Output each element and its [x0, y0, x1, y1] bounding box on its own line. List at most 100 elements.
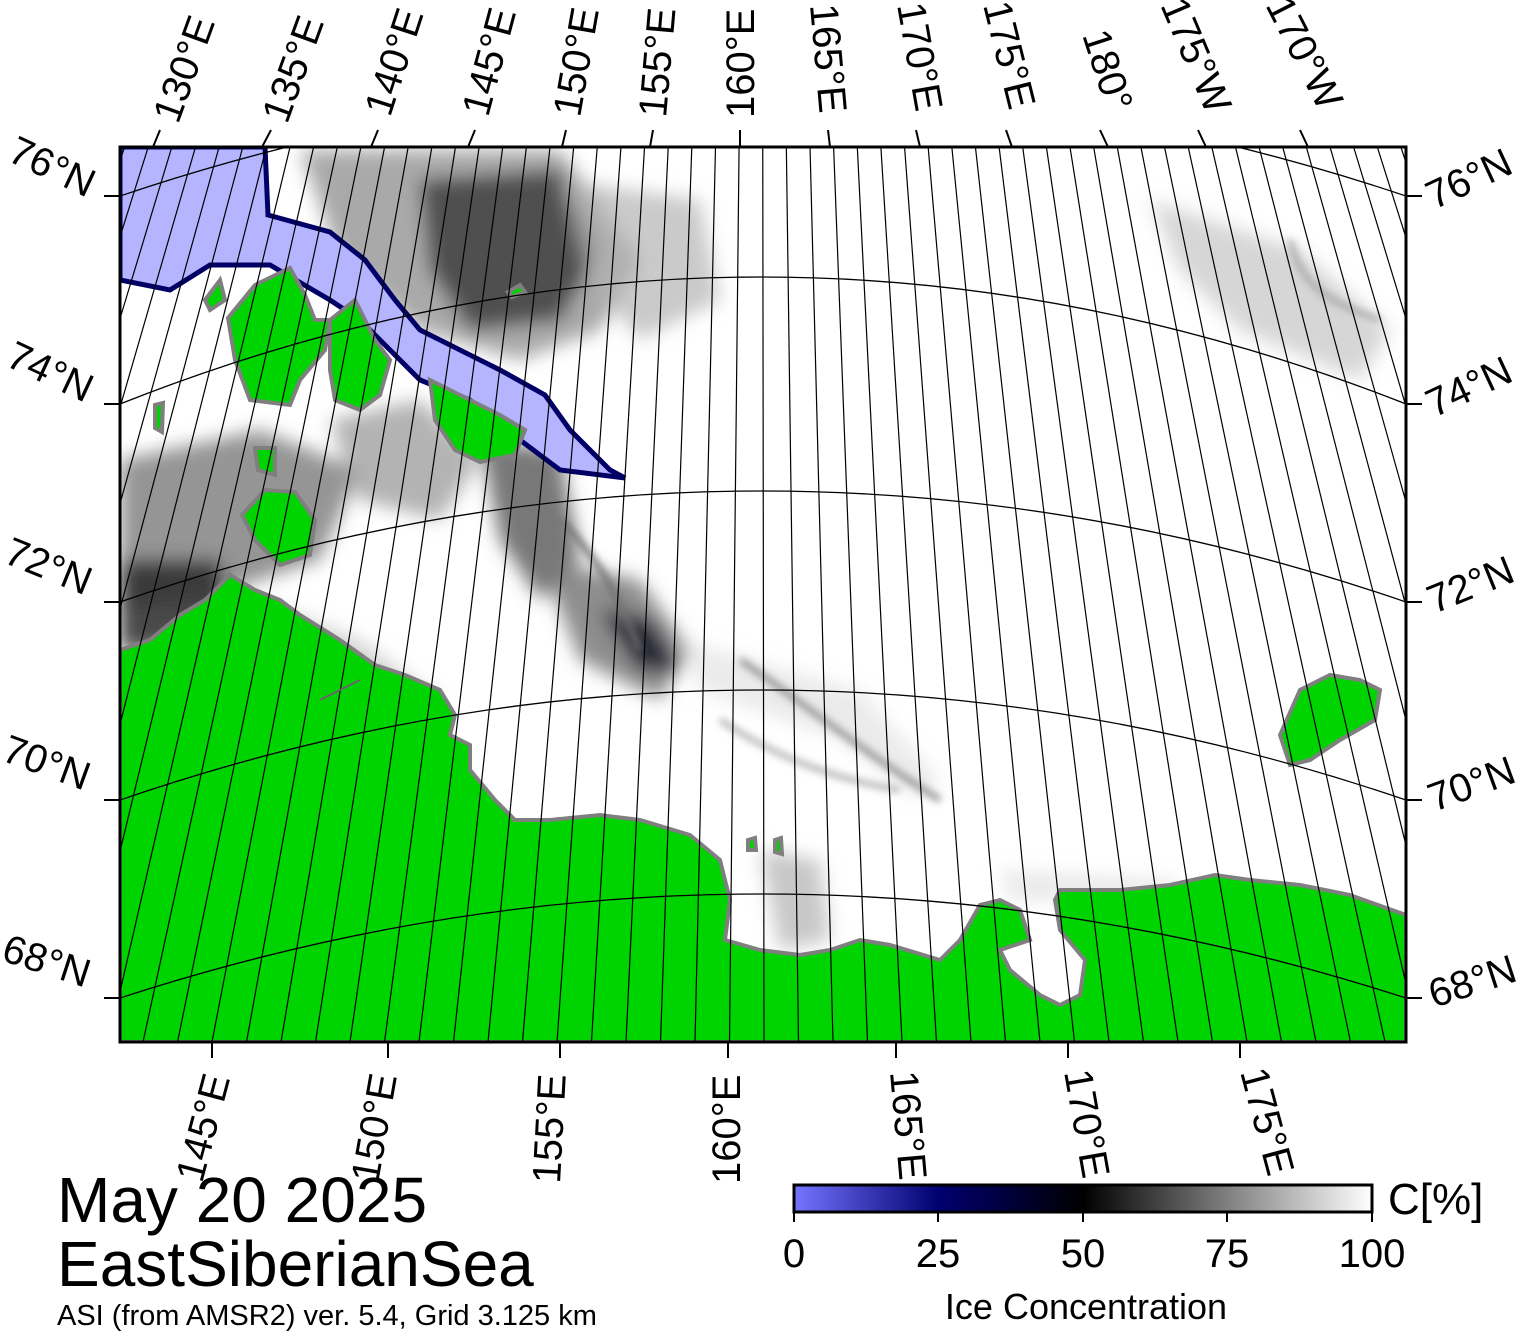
meridian-line	[349, 147, 480, 1042]
meridian-line	[1282, 147, 1406, 609]
top-lon-label: 175°W	[1152, 0, 1240, 120]
meridian-line	[1329, 147, 1406, 409]
meridian-line	[833, 147, 869, 1042]
meridian-line	[856, 147, 903, 1042]
colorbar-tick-label: 0	[782, 1232, 806, 1276]
meridian-line	[211, 147, 386, 1042]
meridian-line	[998, 147, 1110, 1042]
data-source: ASI (from AMSR2) ver. 5.4, Grid 3.125 km	[57, 1300, 597, 1332]
ice-streak-lines	[557, 239, 1381, 803]
colorbar-gradient	[792, 1183, 1374, 1214]
top-lon-label: 160°E	[719, 9, 763, 118]
meridian-line	[1163, 147, 1352, 1042]
meridian-line	[383, 147, 504, 1042]
meridian-line	[1069, 147, 1214, 1042]
meridian-line	[1022, 147, 1145, 1042]
colorbar-unit: C[%]	[1388, 1175, 1484, 1224]
small-island-1	[202, 275, 228, 313]
meridian-line	[785, 147, 800, 1042]
bolshoy-lyakhovsky-island	[239, 487, 318, 568]
meridian-line	[245, 147, 409, 1042]
meridian-line	[1234, 147, 1406, 848]
colorbar-tick-label: 75	[1204, 1232, 1250, 1276]
top-lon-label: 140°E	[357, 3, 433, 121]
meridian-line	[728, 147, 740, 1042]
bottom-lon-label: 160°E	[705, 1075, 749, 1184]
meridian-line	[1116, 147, 1283, 1042]
meridian-line	[120, 147, 197, 410]
map-date: May 20 2025	[57, 1164, 428, 1236]
top-longitude-labels: 130°E 135°E 140°E 145°E 150°E 155°E 160°…	[145, 0, 1351, 128]
meridian-line	[1045, 147, 1179, 1042]
region-name: EastSiberianSea	[57, 1228, 534, 1300]
meridian-line	[1093, 147, 1248, 1042]
top-lon-label: 175°E	[974, 0, 1043, 113]
meridian-line	[1258, 147, 1406, 723]
small-island-2	[252, 446, 277, 478]
left-latitude-labels: 76°N 74°N 72°N 70°N 68°N	[0, 128, 102, 996]
bottom-lon-label: 175°E	[1231, 1063, 1302, 1180]
graticule-latitudes	[120, 147, 1406, 999]
left-lat-label: 76°N	[2, 128, 102, 206]
meridian-line	[556, 147, 622, 1042]
meridian-line	[120, 147, 173, 321]
small-island-3	[153, 400, 166, 436]
meridian-line	[762, 147, 765, 1042]
bottom-longitude-labels: 145°E 150°E 155°E 160°E 165°E 170°E 175°…	[168, 1063, 1302, 1186]
colorbar-tick-label: 25	[915, 1232, 961, 1276]
colorbar-tick-label: 100	[1338, 1232, 1406, 1276]
top-lon-label: 170°E	[888, 0, 950, 114]
top-lon-label: 150°E	[546, 4, 608, 119]
meridian-line	[418, 147, 528, 1042]
meridian-line	[1305, 147, 1406, 505]
meridian-line	[452, 147, 551, 1042]
colorbar-tick-label: 50	[1060, 1232, 1106, 1276]
right-latitude-labels: 76°N 74°N 72°N 70°N 68°N	[1419, 141, 1522, 1017]
bottom-lon-label: 155°E	[525, 1073, 575, 1185]
left-lat-label: 70°N	[0, 727, 96, 799]
left-lat-label: 74°N	[0, 333, 100, 411]
meridian-line	[927, 147, 1007, 1042]
meridian-line	[142, 147, 338, 1042]
right-lat-label: 70°N	[1422, 749, 1521, 821]
meridian-line	[1211, 147, 1406, 987]
map-frame	[118, 145, 1408, 1044]
top-lon-label: 170°W	[1257, 0, 1351, 117]
top-lon-label: 165°E	[801, 2, 854, 115]
bottom-lon-label: 170°E	[1055, 1066, 1117, 1181]
top-lon-label: 180°	[1073, 24, 1140, 116]
kolyma-islet-2	[773, 835, 785, 857]
meridian-line	[1187, 147, 1386, 1042]
meridian-line	[590, 147, 646, 1042]
right-lat-label: 76°N	[1419, 141, 1519, 219]
frame-ticks	[104, 129, 1422, 1058]
right-lat-label: 72°N	[1421, 548, 1520, 622]
new-siberia-island	[427, 376, 528, 465]
colorbar	[792, 1183, 1374, 1222]
meridian-line	[694, 147, 717, 1042]
top-lon-label: 135°E	[254, 10, 333, 128]
meridian-line	[120, 147, 315, 995]
left-lat-label: 68°N	[0, 927, 96, 996]
meridian-line	[176, 147, 362, 1042]
faddeyevsky-island	[328, 296, 393, 413]
meridian-line	[1140, 147, 1317, 1042]
wrangel-island	[1277, 672, 1383, 768]
bottom-lon-label: 165°E	[881, 1069, 934, 1182]
colorbar-title: Ice Concentration	[944, 1286, 1228, 1327]
meridian-line	[1352, 147, 1406, 321]
right-lat-label: 68°N	[1423, 947, 1522, 1016]
meridian-line	[974, 147, 1076, 1042]
graticule-meridians	[120, 147, 1406, 1042]
meridian-line	[903, 147, 972, 1042]
meridian-line	[120, 147, 244, 612]
meridian-line	[521, 147, 598, 1042]
meridian-line	[625, 147, 669, 1042]
kolyma-islet	[746, 835, 759, 852]
meridian-line	[880, 147, 938, 1042]
meridian-line	[120, 147, 220, 506]
left-lat-label: 72°N	[0, 530, 98, 604]
bennett-island	[504, 282, 529, 300]
top-lon-label: 130°E	[145, 10, 224, 128]
